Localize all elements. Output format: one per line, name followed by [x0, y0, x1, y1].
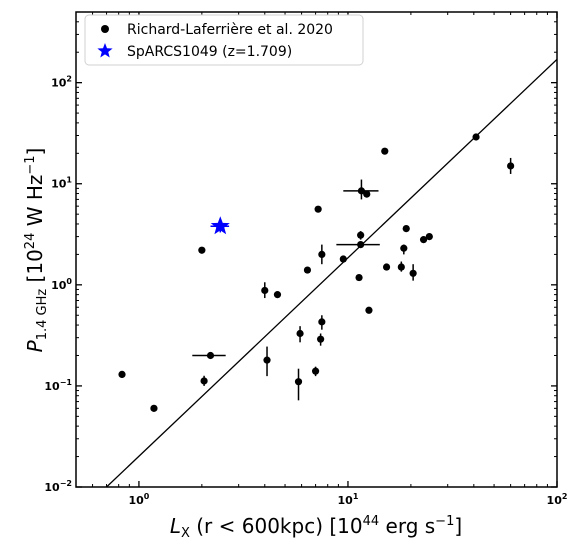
fit-line: [106, 58, 557, 487]
data-point: [294, 378, 303, 386]
y-axis-label: P1.4 GHz [1024 W Hz−1]: [23, 148, 50, 353]
data-point: [381, 147, 389, 155]
x-tick-label: 100: [128, 492, 149, 507]
legend-marker-circle: [101, 25, 109, 33]
x-axis-label: LX (r < 600kpc) [1044 erg s−1]: [170, 514, 462, 541]
data-point: [273, 291, 282, 299]
data-point: [425, 232, 433, 241]
star-marker: [210, 216, 230, 235]
y-tick-label: 101: [51, 176, 72, 191]
data-point: [303, 266, 312, 274]
data-point: [365, 306, 373, 314]
legend-box: [84, 14, 364, 66]
data-point: [198, 246, 206, 254]
y-tick-label: 102: [51, 75, 72, 90]
data-point: [206, 351, 215, 360]
x-tick-label: 101: [338, 492, 359, 507]
data-point: [402, 224, 410, 233]
data-point: [296, 329, 304, 338]
data-point: [400, 244, 408, 252]
ticks-layer: 100 101 102 10−2 10−1 100 101 102: [44, 11, 568, 507]
data-point: [357, 187, 366, 195]
y-tick-label: 100: [51, 277, 72, 292]
data-point: [419, 236, 428, 244]
data-point: [409, 269, 417, 277]
data-point: [507, 162, 515, 170]
data-point: [263, 356, 271, 364]
data-point: [318, 250, 326, 258]
y-tick-label: 10−2: [44, 479, 72, 494]
data-point: [118, 370, 126, 378]
x-tick-label: 102: [547, 492, 568, 507]
data-point: [339, 255, 347, 263]
legend-marker-star: [97, 43, 113, 58]
data-point: [397, 263, 405, 271]
data-point: [355, 273, 363, 282]
data-point: [311, 367, 320, 375]
data-point: [318, 318, 326, 326]
plot-frame: [75, 11, 558, 488]
data-point: [261, 286, 269, 295]
data-point: [382, 263, 391, 271]
data-point: [363, 190, 371, 198]
data-point: [150, 404, 158, 412]
data-point: [357, 231, 365, 239]
y-tick-label: 10−1: [44, 378, 72, 393]
plot-content: [106, 58, 557, 487]
data-point: [357, 241, 365, 249]
data-point: [200, 377, 208, 385]
legend-label-series-2: SpARCS1049 (z=1.709): [127, 44, 292, 60]
data-point: [472, 133, 480, 141]
legend: Richard-Laferrière et al. 2020 SpARCS104…: [84, 14, 364, 66]
legend-label-series-1: Richard-Laferrière et al. 2020: [127, 22, 333, 38]
data-point: [317, 335, 325, 343]
data-point: [314, 205, 322, 213]
